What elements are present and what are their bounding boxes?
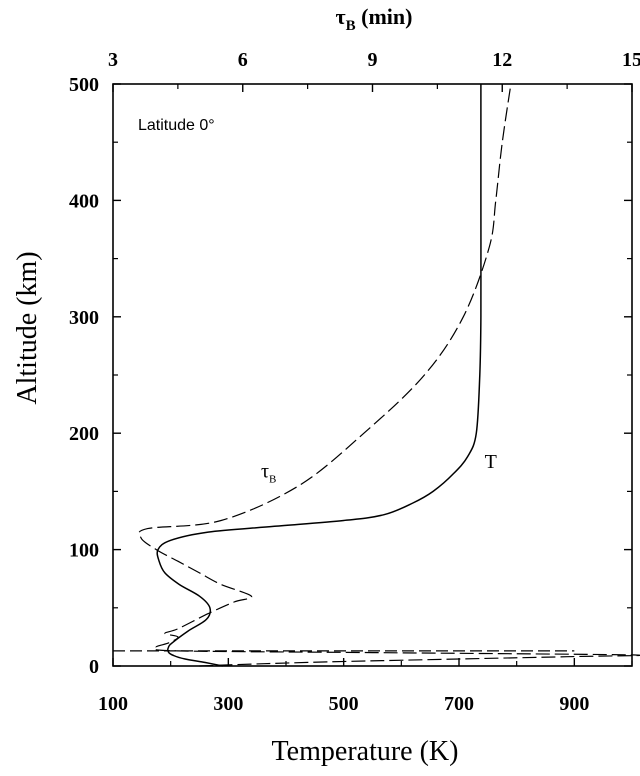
tau-b-curve (138, 83, 640, 667)
x-bottom-tick-label: 500 (329, 693, 359, 715)
x-top-tick-label: 9 (368, 49, 378, 71)
y-tick-label: 400 (69, 190, 99, 212)
x-top-tick-label: 12 (492, 49, 512, 71)
svg-text:τB (min): τB (min) (336, 4, 413, 34)
plot-frame (112, 83, 633, 667)
top-axis-title: τB (min) (336, 4, 413, 34)
x-bottom-tick-label: 300 (213, 693, 243, 715)
temperature-curve-label: T (485, 451, 497, 473)
x-axis-title: Temperature (K) (272, 736, 459, 767)
curve-labels-layer: TτB (261, 451, 497, 485)
latitude-annotation: Latitude 0° (138, 117, 215, 134)
axis-ticks: 100 300 500 700 900 3 6 9 12 15 0 100 200 300 400 500 (69, 49, 640, 715)
x-top-tick-label: 15 (622, 49, 640, 71)
series-layer (113, 83, 640, 667)
y-axis-title: Altitude (km) (12, 251, 43, 404)
y-tick-label: 0 (89, 656, 99, 678)
x-bottom-tick-label: 900 (559, 693, 589, 715)
top-axis-title-units: (min) (356, 4, 413, 29)
x-top-tick-label: 6 (238, 49, 248, 71)
y-tick-label: 500 (69, 74, 99, 96)
temperature-curve (156, 84, 482, 667)
y-tick-label: 300 (69, 307, 99, 329)
top-axis-title-subscript: B (346, 18, 356, 34)
x-bottom-tick-label: 100 (98, 693, 128, 715)
y-tick-label: 100 (69, 540, 99, 562)
x-top-tick-label: 3 (108, 49, 118, 71)
x-bottom-tick-label: 700 (444, 693, 474, 715)
tau-b-curve-label: τB (261, 460, 276, 485)
y-tick-label: 200 (69, 423, 99, 445)
top-axis-title-symbol: τ (336, 4, 346, 29)
